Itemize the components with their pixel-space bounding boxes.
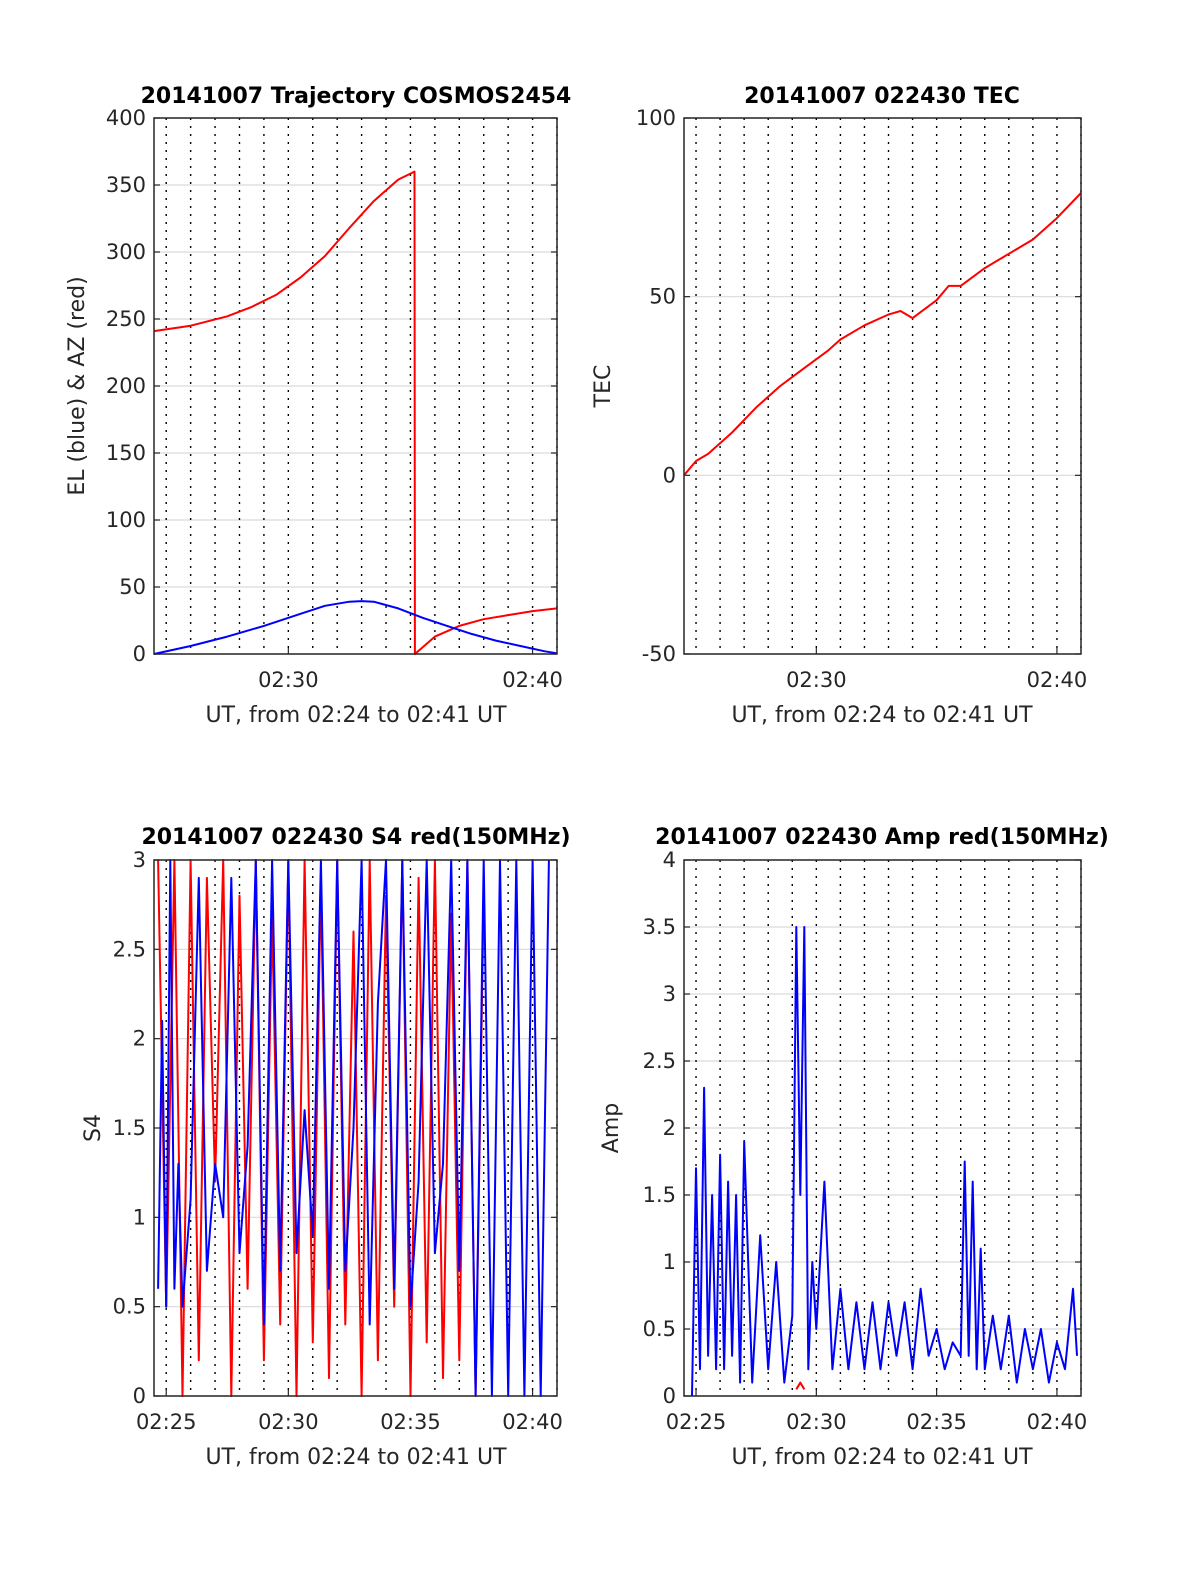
y-tick-label: 100 (106, 508, 146, 532)
x-tick-label: 02:30 (786, 1410, 847, 1434)
y-tick-label: 0 (133, 1384, 146, 1408)
axes-frame (683, 117, 1082, 655)
x-tick-label: 02:40 (1027, 668, 1088, 692)
panel-s4-plot: 0 0.5 1 1.5 2 2.5 3 02:25 02:30 02:35 02:40 (113, 848, 563, 1434)
panel-trajectory-xlabel: UT, from 02:24 to 02:41 UT (205, 703, 507, 728)
panel-amp-ylabel: Amp (599, 1103, 624, 1153)
panel-tec: 20141007 022430 TEC UT, from 02:24 to 02… (591, 84, 1087, 728)
y-tick-label: 50 (649, 285, 676, 309)
x-tick-label: 02:40 (502, 1410, 563, 1434)
y-tick-label: 400 (106, 106, 146, 130)
y-tick-label: 350 (106, 173, 146, 197)
axes-frame (153, 859, 558, 1397)
panel-trajectory-title: 20141007 Trajectory COSMOS2454 (141, 84, 572, 109)
panel-s4-title: 20141007 022430 S4 red(150MHz) (141, 825, 570, 850)
x-tick-label: 02:30 (786, 668, 847, 692)
y-tick-label: 300 (106, 240, 146, 264)
series-line-1 (795, 1381, 806, 1390)
y-tick-label: 50 (119, 575, 146, 599)
y-tick-label: 250 (106, 307, 146, 331)
series-line-1 (683, 192, 1082, 476)
y-tick-label: 4 (663, 848, 676, 872)
axes-frame (683, 859, 1082, 1397)
x-tick-label: 02:30 (258, 668, 319, 692)
y-tick-label: 0 (663, 1384, 676, 1408)
y-tick-label: 0.5 (643, 1317, 676, 1341)
x-tick-label: 02:25 (666, 1410, 727, 1434)
y-tick-label: 1.5 (113, 1116, 146, 1140)
panel-s4: 20141007 022430 S4 red(150MHz) UT, from … (81, 825, 571, 1470)
y-tick-label: 1.5 (643, 1183, 676, 1207)
y-tick-label: 100 (636, 106, 676, 130)
y-tick-label: 3.5 (643, 915, 676, 939)
y-tick-label: 1 (663, 1250, 676, 1274)
panel-amp-plot: 0 0.5 1 1.5 2 2.5 3 3.5 4 02:25 02:30 02:35 02:40 (643, 848, 1088, 1434)
y-tick-label: 200 (106, 374, 146, 398)
y-tick-label: 2 (133, 1027, 146, 1051)
x-tick-label: 02:35 (380, 1410, 441, 1434)
panel-amp-title: 20141007 022430 Amp red(150MHz) (655, 825, 1109, 850)
panel-trajectory-plot: 0 50 100 150 200 250 300 350 400 02:30 02:40 (106, 106, 563, 692)
series-line-2 (157, 859, 550, 1397)
panel-tec-ylabel: TEC (591, 365, 616, 409)
panel-tec-title: 20141007 022430 TEC (744, 84, 1020, 109)
y-tick-label: 3 (133, 848, 146, 872)
y-tick-label: 0 (663, 463, 676, 487)
x-tick-label: 02:40 (1027, 1410, 1088, 1434)
y-tick-label: 2.5 (113, 937, 146, 961)
axes-frame (153, 117, 558, 655)
panel-amp-xlabel: UT, from 02:24 to 02:41 UT (731, 1445, 1033, 1470)
x-tick-label: 02:25 (136, 1410, 197, 1434)
x-tick-label: 02:40 (502, 668, 563, 692)
y-tick-label: 0.5 (113, 1295, 146, 1319)
panel-s4-ylabel: S4 (81, 1114, 106, 1142)
y-tick-label: -50 (642, 642, 676, 666)
series-line-2 (691, 926, 1078, 1397)
panel-tec-xlabel: UT, from 02:24 to 02:41 UT (731, 703, 1033, 728)
panel-trajectory-ylabel: EL (blue) & AZ (red) (65, 276, 90, 495)
y-tick-label: 0 (133, 642, 146, 666)
panel-amp: 20141007 022430 Amp red(150MHz) UT, from… (599, 825, 1109, 1470)
series-line-2 (153, 600, 558, 655)
series-line-1 (153, 170, 558, 655)
y-tick-label: 2.5 (643, 1049, 676, 1073)
x-tick-label: 02:35 (906, 1410, 967, 1434)
panel-trajectory: 20141007 Trajectory COSMOS2454 UT, from … (65, 84, 571, 728)
y-tick-label: 2 (663, 1116, 676, 1140)
y-tick-label: 150 (106, 441, 146, 465)
panel-tec-plot: -50 0 50 100 02:30 02:40 (636, 106, 1087, 692)
x-tick-label: 02:30 (258, 1410, 319, 1434)
y-tick-label: 1 (133, 1205, 146, 1229)
y-tick-label: 3 (663, 982, 676, 1006)
panel-s4-xlabel: UT, from 02:24 to 02:41 UT (205, 1445, 507, 1470)
